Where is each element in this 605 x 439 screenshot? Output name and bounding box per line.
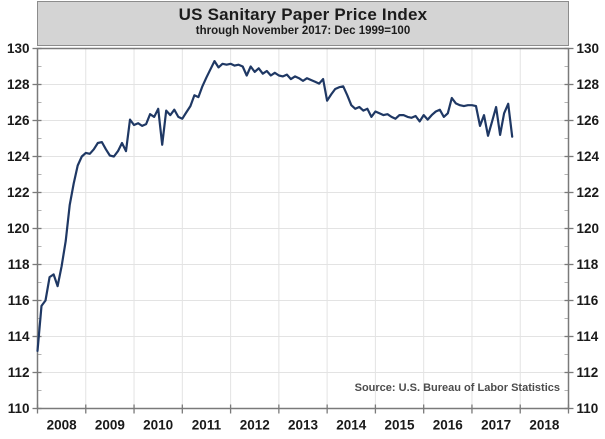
y-axis-label-left: 120 <box>7 221 30 236</box>
source-note: Source: U.S. Bureau of Labor Statistics <box>354 382 560 394</box>
y-axis-label-right: 116 <box>577 293 599 308</box>
x-axis-label: 2017 <box>481 418 511 433</box>
y-axis-label-left: 128 <box>7 77 30 92</box>
y-axis-label-right: 114 <box>577 329 599 344</box>
chart-subtitle: through November 2017: Dec 1999=100 <box>195 25 411 38</box>
y-axis-label-right: 110 <box>577 401 599 416</box>
x-axis-label: 2012 <box>240 418 270 433</box>
gridlines <box>37 48 569 409</box>
x-axis-label: 2015 <box>385 418 416 433</box>
x-axis-label: 2016 <box>433 418 464 433</box>
y-axis-label-right: 126 <box>577 113 600 128</box>
y-axis-label-left: 122 <box>7 185 30 200</box>
x-axis-label: 2018 <box>529 418 560 433</box>
y-axis-label-left: 114 <box>8 329 30 344</box>
y-axis-label-right: 122 <box>577 185 600 200</box>
tick-labels: 130 130 128 128 126 126 124 124 122 122 120 120 118 1… <box>7 41 600 433</box>
x-axis-label: 2008 <box>47 418 78 433</box>
x-axis-label: 2011 <box>192 418 222 433</box>
y-axis-label-right: 120 <box>577 221 600 236</box>
x-axis-label: 2013 <box>288 418 319 433</box>
y-axis-label-left: 126 <box>7 113 30 128</box>
chart-title: US Sanitary Paper Price Index <box>178 5 428 24</box>
chart-title-box: US Sanitary Paper Price Index through No… <box>37 1 569 46</box>
y-axis-label-right: 118 <box>577 257 599 272</box>
y-axis-label-right: 128 <box>577 77 600 92</box>
y-axis-label-left: 110 <box>8 401 30 416</box>
y-axis-label-right: 112 <box>577 365 599 380</box>
y-axis-label-left: 112 <box>8 365 30 380</box>
y-axis-label-left: 130 <box>7 41 30 56</box>
price-series-line <box>36 59 514 352</box>
y-axis-label-left: 116 <box>8 293 30 308</box>
x-axis-label: 2009 <box>95 418 125 433</box>
y-axis-label-right: 124 <box>577 149 600 164</box>
x-axis-label: 2010 <box>143 418 173 433</box>
y-axis-label-right: 130 <box>577 41 600 56</box>
y-axis-label-left: 124 <box>7 149 30 164</box>
y-axis-label-left: 118 <box>8 257 30 272</box>
axes-and-ticks <box>32 47 574 414</box>
x-axis-label: 2014 <box>336 418 367 433</box>
